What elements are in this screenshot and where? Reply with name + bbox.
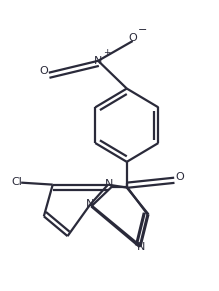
Text: N: N <box>105 179 113 189</box>
Text: +: + <box>103 48 110 57</box>
Text: N: N <box>136 242 145 252</box>
Text: Cl: Cl <box>12 177 23 187</box>
Text: N: N <box>94 56 102 66</box>
Text: −: − <box>138 25 147 35</box>
Text: O: O <box>39 66 48 76</box>
Text: O: O <box>128 33 137 43</box>
Text: O: O <box>176 172 185 182</box>
Text: N: N <box>85 199 94 209</box>
